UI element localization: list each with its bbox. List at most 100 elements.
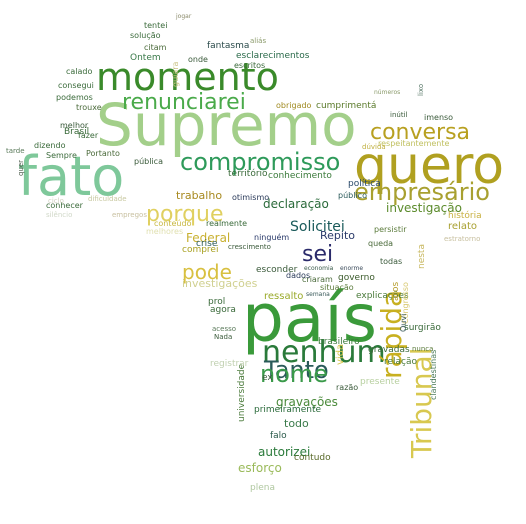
word: Ontem: [130, 53, 161, 63]
word: ninguém: [254, 233, 290, 242]
word: universidade: [237, 363, 247, 422]
word: fato: [18, 145, 125, 208]
word: criaram: [302, 275, 333, 284]
word: momento: [96, 55, 279, 99]
word: fazer: [78, 131, 99, 140]
word: quero: [354, 136, 505, 196]
word: consegui: [58, 81, 94, 90]
word: sei: [302, 242, 334, 267]
word: investigações: [182, 277, 258, 290]
word: imenso: [424, 113, 454, 122]
word: conhecer: [46, 201, 83, 210]
word: pública: [134, 157, 163, 166]
word: pode: [182, 260, 232, 284]
word: podemos: [56, 93, 93, 102]
word: jogar: [176, 13, 192, 20]
word: dizendo: [34, 141, 66, 150]
word: melhor: [60, 121, 89, 130]
word: números: [374, 89, 401, 96]
word: acesso: [212, 325, 237, 333]
word: história: [448, 211, 482, 221]
word: tarde: [6, 147, 25, 155]
word: falo: [270, 431, 287, 441]
word: primeiramente: [254, 405, 322, 415]
word: dados: [286, 271, 311, 280]
word: aliás: [250, 37, 267, 45]
word: queda: [368, 239, 394, 248]
word: autorizei: [258, 445, 311, 459]
word: gravações: [276, 395, 338, 409]
word: investigação: [386, 201, 462, 215]
word: declaração: [263, 197, 329, 211]
word: inútil: [390, 111, 408, 119]
word: solução: [130, 31, 161, 40]
word: nunca: [412, 345, 434, 353]
word: crise: [196, 239, 218, 249]
word: obrigado: [276, 101, 312, 110]
word: plena: [250, 483, 275, 493]
word: economia: [304, 265, 334, 272]
word: Nada: [214, 333, 233, 341]
word: situação: [320, 283, 354, 292]
word: contudo: [294, 453, 331, 463]
word: escritos: [234, 61, 266, 70]
word: ressalto: [264, 291, 304, 302]
word: brasileiro: [318, 337, 360, 347]
word: dúvida: [362, 143, 386, 151]
word: surgirão: [404, 323, 441, 333]
word: lixo: [417, 83, 425, 96]
word: quer: [17, 159, 25, 176]
word: persistir: [374, 225, 407, 234]
word: realmente: [206, 219, 248, 228]
word: Supremo: [96, 91, 357, 159]
word: nenhum: [262, 335, 386, 370]
word: nesta: [417, 244, 427, 269]
word: registrar: [210, 359, 249, 369]
word: Solicitei: [290, 219, 345, 235]
word: governo: [338, 273, 375, 283]
word: clandestinas: [429, 349, 438, 400]
word: respeitantemente: [378, 139, 450, 148]
word: presente: [360, 377, 400, 387]
word: Portanto: [86, 149, 120, 158]
word: renunciarei: [122, 90, 246, 115]
word: esforço: [238, 461, 282, 475]
word: melhores: [146, 227, 184, 236]
word: silêncio: [46, 211, 73, 219]
word: crescimento: [228, 243, 271, 251]
word: conteúdo: [154, 219, 192, 228]
word: otimismo: [232, 193, 270, 202]
word: Sempre: [46, 151, 77, 160]
word: país: [242, 280, 378, 357]
word: trouxe: [76, 103, 102, 112]
word: Ouvi: [399, 313, 408, 332]
word: empresário: [354, 178, 490, 206]
word: citam: [144, 43, 167, 52]
word: cumprimentá: [316, 101, 377, 111]
word: prol: [208, 297, 226, 307]
word: empregos: [112, 211, 147, 219]
word: fantasma: [207, 41, 250, 51]
word: semana: [306, 291, 330, 298]
word: enorme: [340, 265, 364, 272]
word: agora: [210, 305, 236, 315]
word: nome: [260, 360, 329, 388]
word: gravadas: [368, 345, 410, 355]
word: Federal: [186, 231, 231, 245]
word: relação: [384, 357, 418, 367]
word: Brasil: [64, 127, 90, 137]
word: conhecimento: [268, 171, 332, 181]
word: comprei: [182, 245, 219, 255]
word: onde: [188, 55, 208, 64]
word: razão: [336, 383, 359, 392]
word: esconder: [256, 265, 298, 275]
word: política: [348, 179, 381, 189]
word: ciclo: [48, 197, 64, 205]
word: relato: [448, 221, 477, 232]
word: Tanto: [264, 356, 329, 384]
word: dificuldade: [88, 195, 127, 203]
word: tentei: [144, 21, 168, 30]
word: público: [338, 191, 367, 200]
word: estratorno: [444, 235, 481, 243]
word: conversa: [370, 120, 471, 145]
